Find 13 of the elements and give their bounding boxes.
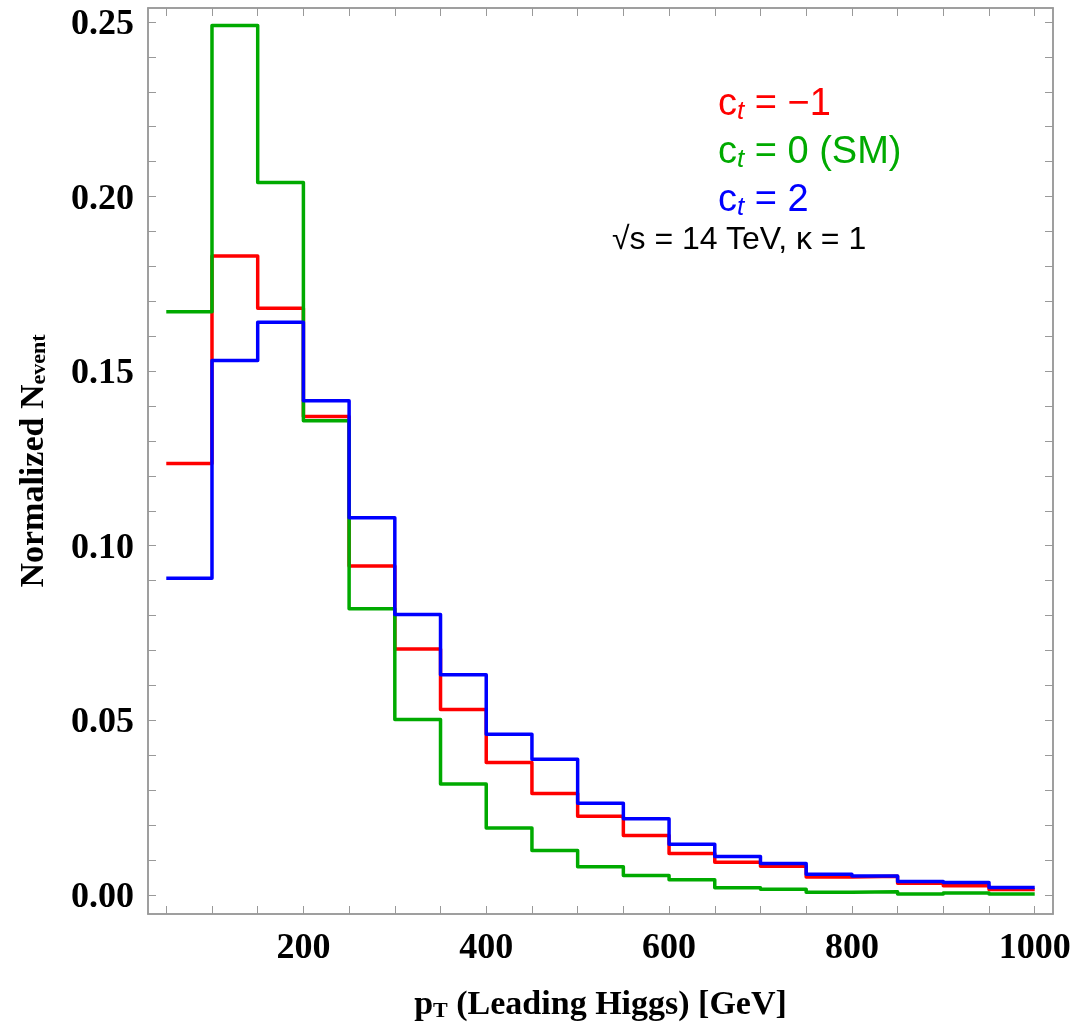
x-tick-label: 400 [459,926,514,966]
y-axis-title: Normalized Nevent [12,333,50,588]
y-tick-label: 0.00 [71,874,134,915]
y-tick-label: 0.25 [71,1,134,42]
y-tick-label: 0.10 [71,525,134,566]
y-tick-label: 0.05 [71,700,134,741]
annotation: √s = 14 TeV, κ = 1 [612,220,867,256]
x-tick-label: 1000 [998,926,1071,966]
y-tick-label: 0.20 [71,176,134,217]
x-tick-label: 800 [824,926,879,966]
x-tick-label: 200 [276,926,331,966]
y-tick-label: 0.15 [71,351,134,392]
x-tick-label: 600 [642,926,697,966]
